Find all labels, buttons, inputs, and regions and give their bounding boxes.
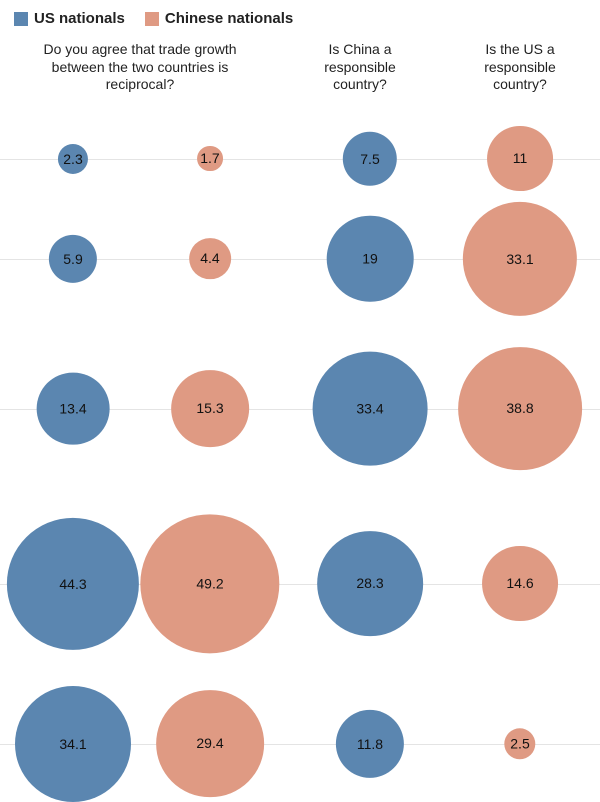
bubble-value: 15.3: [196, 400, 223, 416]
bubble: 14.6: [482, 546, 558, 622]
bubble: 33.4: [313, 351, 428, 466]
bubble: 29.4: [156, 690, 264, 798]
bubble: 44.3: [7, 517, 139, 649]
bubble-value: 1.7: [200, 150, 219, 166]
bubble-value: 11: [513, 150, 528, 166]
bubble-value: 28.3: [356, 576, 383, 592]
bubble: 2.3: [58, 143, 88, 173]
legend-label: US nationals: [34, 10, 125, 27]
bubble: 5.9: [49, 234, 97, 282]
bubble-value: 33.4: [356, 401, 383, 417]
legend-item: Chinese nationals: [145, 10, 293, 27]
legend-item: US nationals: [14, 10, 125, 27]
legend: US nationals Chinese nationals: [0, 0, 600, 33]
bubble: 15.3: [171, 370, 249, 448]
legend-swatch: [14, 12, 28, 26]
bubble: 11: [487, 126, 553, 192]
question-header: Is China a responsible country?: [280, 41, 440, 94]
bubble: 38.8: [458, 347, 582, 471]
question-headers: Do you agree that trade growth between t…: [0, 33, 600, 104]
bubble-value: 44.3: [59, 576, 86, 592]
bubble: 7.5: [343, 131, 397, 185]
bubble: 19: [327, 215, 414, 302]
bubble-value: 38.8: [506, 401, 533, 417]
bubble-value: 34.1: [59, 736, 86, 752]
bubble-value: 19: [362, 251, 378, 267]
bubble: 11.8: [336, 709, 404, 777]
bubble: 4.4: [189, 238, 231, 280]
bubble: 33.1: [463, 201, 577, 315]
bubble-value: 13.4: [59, 401, 86, 417]
question-header: Is the US a responsible country?: [440, 41, 600, 94]
bubble-value: 4.4: [200, 250, 219, 266]
legend-swatch: [145, 12, 159, 26]
bubble-value: 29.4: [196, 736, 223, 752]
question-header: Do you agree that trade growth between t…: [0, 41, 280, 94]
bubble-value: 11.8: [357, 735, 383, 751]
bubble: 1.7: [197, 146, 223, 172]
bubble: 34.1: [15, 686, 131, 802]
bubble: 28.3: [317, 531, 423, 637]
bubble: 49.2: [140, 514, 279, 653]
bubble-value: 33.1: [506, 250, 533, 266]
bubble: 13.4: [37, 372, 110, 445]
bubble-value: 2.3: [63, 151, 82, 167]
bubble: 2.5: [504, 728, 535, 759]
bubble-value: 49.2: [196, 576, 223, 592]
bubble-value: 14.6: [506, 576, 533, 592]
bubble-value: 2.5: [510, 736, 529, 752]
bubble-value: 5.9: [63, 251, 82, 267]
bubble-value: 7.5: [360, 151, 379, 167]
legend-label: Chinese nationals: [165, 10, 293, 27]
